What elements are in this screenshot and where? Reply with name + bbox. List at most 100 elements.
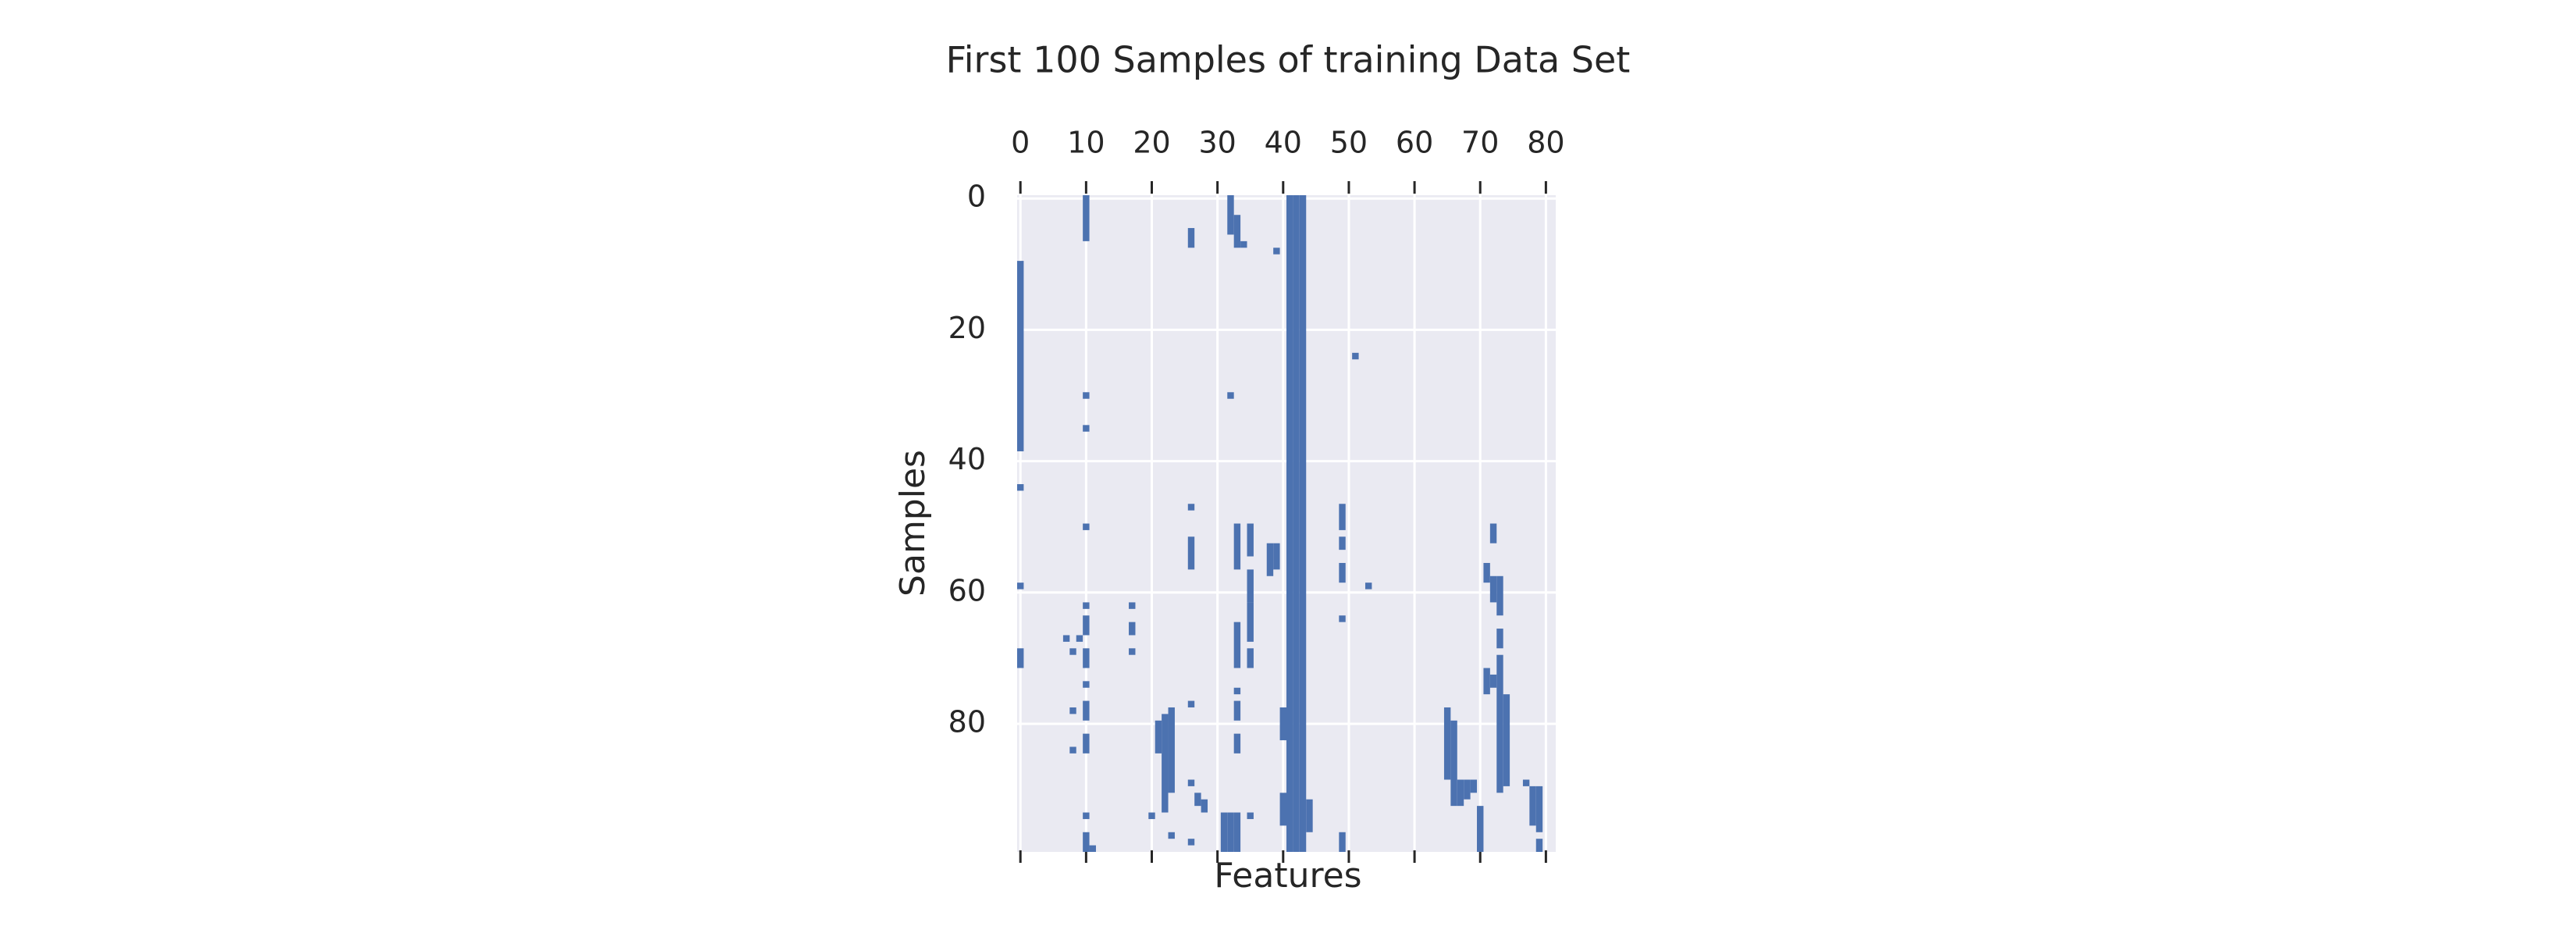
nonzero-cell xyxy=(1240,240,1247,248)
nonzero-cell xyxy=(1069,648,1076,655)
nonzero-cell xyxy=(1168,707,1175,793)
nonzero-cell xyxy=(1496,629,1503,649)
nonzero-cell xyxy=(1247,602,1254,642)
nonzero-cell xyxy=(1017,583,1024,590)
nonzero-cell xyxy=(1247,569,1254,603)
nonzero-cell xyxy=(1129,622,1136,636)
nonzero-cell xyxy=(1227,195,1234,235)
nonzero-cell xyxy=(1450,720,1457,807)
nonzero-cell xyxy=(1293,195,1300,852)
nonzero-cell xyxy=(1083,733,1090,754)
x-tick-label: 0 xyxy=(1011,126,1030,160)
nonzero-cell xyxy=(1306,799,1313,832)
nonzero-cell xyxy=(1089,845,1096,852)
nonzero-cell xyxy=(1299,195,1307,852)
nonzero-cell xyxy=(1233,733,1241,754)
nonzero-cell xyxy=(1233,523,1241,570)
nonzero-cell xyxy=(1535,839,1543,852)
nonzero-cell xyxy=(1279,707,1286,741)
nonzero-cell xyxy=(1247,812,1254,819)
nonzero-cell xyxy=(1496,654,1503,793)
nonzero-cell xyxy=(1155,720,1162,754)
nonzero-cell xyxy=(1194,793,1201,807)
nonzero-cell xyxy=(1286,195,1293,852)
nonzero-cell xyxy=(1187,700,1195,707)
nonzero-cell xyxy=(1247,648,1254,668)
x-tick-label: 50 xyxy=(1330,126,1368,160)
nonzero-cell xyxy=(1062,635,1070,642)
nonzero-cell xyxy=(1364,583,1372,590)
x-tick-label: 30 xyxy=(1198,126,1236,160)
nonzero-cell xyxy=(1352,352,1359,360)
x-tick-label: 10 xyxy=(1067,126,1105,160)
nonzero-cell xyxy=(1083,700,1090,721)
nonzero-cell xyxy=(1187,504,1195,511)
nonzero-cell xyxy=(1529,786,1536,826)
nonzero-cell xyxy=(1443,707,1451,780)
nonzero-cell xyxy=(1503,694,1510,786)
nonzero-cell xyxy=(1339,536,1346,550)
nonzero-cell xyxy=(1083,195,1090,241)
nonzero-cell xyxy=(1279,793,1286,826)
nonzero-cell xyxy=(1470,779,1478,793)
x-tick-label: 60 xyxy=(1396,126,1433,160)
nonzero-cell xyxy=(1273,248,1280,255)
nonzero-cell xyxy=(1233,700,1241,721)
x-tick-label: 20 xyxy=(1133,126,1170,160)
nonzero-cell xyxy=(1076,635,1083,642)
x-tick-label: 40 xyxy=(1265,126,1302,160)
y-tick-label: 60 xyxy=(948,573,986,607)
nonzero-cell xyxy=(1187,536,1195,570)
nonzero-cell xyxy=(1129,648,1136,655)
nonzero-cell xyxy=(1083,832,1090,852)
nonzero-cell xyxy=(1069,746,1076,754)
y-tick-label: 0 xyxy=(967,180,986,214)
nonzero-cell xyxy=(1083,392,1090,399)
nonzero-cell xyxy=(1477,806,1484,852)
nonzero-cell xyxy=(1083,648,1090,668)
nonzero-cell xyxy=(1162,714,1169,813)
x-tick-label: 70 xyxy=(1461,126,1499,160)
nonzero-cell xyxy=(1083,602,1090,609)
nonzero-cell xyxy=(1496,575,1503,616)
nonzero-cell xyxy=(1201,799,1208,813)
nonzero-cell xyxy=(1273,543,1280,570)
nonzero-cell xyxy=(1168,832,1175,839)
nonzero-cell xyxy=(1247,523,1254,557)
nonzero-cell xyxy=(1233,687,1241,695)
nonzero-cell xyxy=(1339,504,1346,530)
nonzero-cell xyxy=(1017,261,1024,451)
nonzero-cell xyxy=(1483,668,1490,695)
nonzero-cell xyxy=(1083,523,1090,530)
nonzero-cell xyxy=(1083,812,1090,819)
nonzero-cell xyxy=(1227,392,1234,399)
x-axis-label: Features xyxy=(1214,856,1361,896)
nonzero-cell xyxy=(1083,425,1090,432)
nonzero-cell xyxy=(1522,779,1530,786)
nonzero-cell xyxy=(1017,648,1024,668)
y-tick-label: 80 xyxy=(948,705,986,739)
nonzero-cell xyxy=(1148,812,1155,819)
nonzero-cell xyxy=(1457,779,1464,807)
y-axis-label: Samples xyxy=(893,450,933,597)
nonzero-cell xyxy=(1129,602,1136,609)
nonzero-cell xyxy=(1187,228,1195,248)
nonzero-cell xyxy=(1233,215,1241,248)
nonzero-cell xyxy=(1187,779,1195,786)
nonzero-cell xyxy=(1220,812,1228,852)
nonzero-cell xyxy=(1535,786,1543,832)
nonzero-cell xyxy=(1017,484,1024,491)
nonzero-cell xyxy=(1233,622,1241,668)
nonzero-cell xyxy=(1339,832,1346,852)
nonzero-cell xyxy=(1339,615,1346,622)
nonzero-cell xyxy=(1083,681,1090,688)
nonzero-cell xyxy=(1083,615,1090,636)
nonzero-cell xyxy=(1489,523,1497,543)
nonzero-cell xyxy=(1069,707,1076,714)
nonzero-cell xyxy=(1233,812,1241,852)
nonzero-cell xyxy=(1266,543,1274,576)
nonzero-cell xyxy=(1187,839,1195,846)
nonzero-cell xyxy=(1227,812,1234,852)
